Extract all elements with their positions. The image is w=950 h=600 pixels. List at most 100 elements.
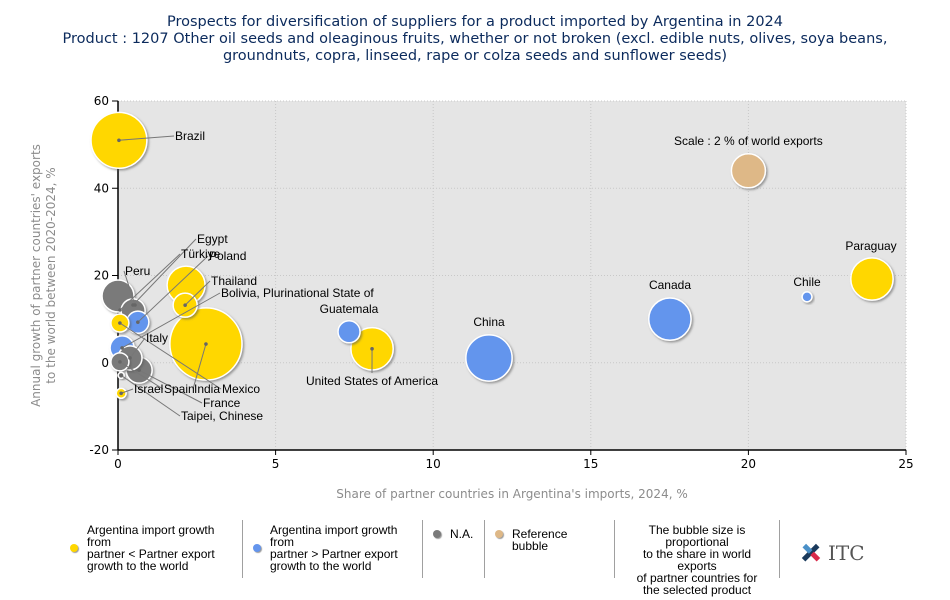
bubble-label-chile: Chile [793,275,821,289]
bubble-center-dot-france [137,368,141,372]
y-tick-label: -20 [89,443,109,457]
bubble-center-dot-taipei-chinese [119,373,123,378]
bubble-label-brazil: Brazil [175,129,205,143]
leader-line-brazil [118,135,175,141]
leader-line-peru [123,270,136,306]
bubble-label-mexico: Mexico [222,382,260,396]
bubble-paraguay [850,257,894,301]
gray-dot-icon [433,530,441,538]
leader-line-france [138,369,203,404]
leader-line-italy [129,337,146,359]
legend-text: N.A. [450,527,474,541]
y-axis-title-line-2: to the world between 2020-2024, % [44,167,58,383]
bubble-label-india: India [194,382,220,396]
y-tick-label: 60 [94,94,109,108]
bubble-label-italy: Italy [146,331,168,345]
bubble-canada [648,297,692,342]
x-tick-label: 5 [272,457,280,471]
bubble-center-dot-united-states-of-america [370,346,374,351]
itc-logo-text: ITC [828,541,865,565]
leader-line-spain [119,361,164,390]
blue-dot-icon [253,544,261,552]
bubble-center-dot-poland [136,320,140,324]
bubble-center-dot-thailand [183,303,187,307]
bubble-chile [801,291,813,303]
leader-line-mexico [119,322,222,390]
legend-text: Argentina import growth from [270,523,398,549]
bubble-label-guatemala: Guatemala [320,302,379,316]
itc-logo: ITC [780,520,865,582]
x-axis-title: Share of partner countries in Argentina'… [336,487,687,501]
legend-text: Reference bubble [512,527,568,553]
legend-text: partner < Partner export [87,547,215,561]
bubble-guatemala [337,320,361,344]
bubble-label-poland: Poland [209,249,246,263]
bubble-label-united-states-of-america: United States of America [306,374,438,388]
y-tick-label: 0 [101,356,109,370]
title-line-2: Product : 1207 Other oil seeds and oleag… [62,31,888,47]
leader-line-israel [120,388,134,394]
reference-bubble-label: Scale : 2 % of world exports [674,134,823,148]
bubble-label-france: France [203,396,241,410]
y-axis-title-line-1: Annual growth of partner countries' expo… [29,144,43,407]
bubble-center-dot-t-rkiye [118,308,122,312]
legend-text: growth to the world [87,559,189,573]
bubble-center-dot-brazil [117,138,121,143]
bubble-label-taipei-chinese: Taipei, Chinese [181,409,263,423]
leader-lines [117,135,374,417]
bubble-label-paraguay: Paraguay [845,239,896,253]
title-line-1: Prospects for diversification of supplie… [166,14,784,30]
bubble-china [465,334,513,382]
x-tick-label: 20 [741,457,756,471]
bubble-label-bolivia-plurinational-state-of: Bolivia, Plurinational State of [221,286,374,300]
bubble-center-dot-peru [133,303,137,307]
legend-text: Argentina import growth from [87,523,215,549]
reference-dot-icon [495,530,503,538]
note-text: the selected product [642,583,752,597]
leader-line-poland [137,255,209,323]
bubble-center-dot-mexico [118,321,122,325]
leader-line-egypt [132,238,197,306]
bubble-label-spain: Spain [164,382,195,396]
leader-line-t-rkiye [119,253,181,311]
y-tick-label: 40 [94,181,109,195]
legend-item-yellow: Argentina import growth from partner < P… [60,520,243,578]
bubble-label-egypt: Egypt [197,232,228,246]
leader-line-india [192,343,207,390]
bubble-labels: Scale : 2 % of world exportsBrazilEgyptT… [125,129,897,423]
bubble-label-t-rkiye: Türkiye [181,247,221,261]
bubble-center-dot-italy [128,356,132,360]
title-line-3: groundnuts, copra, linseed, rape or colz… [222,48,728,64]
bubble-center-dot-india [204,342,208,346]
reference-bubble [730,153,767,189]
x-tick-label: 15 [583,457,598,471]
legend-item-blue: Argentina import growth from partner > P… [243,520,423,578]
bubble-chart: 0 5 10 15 20 25 -20 0 20 40 60 Share of partner co… [29,94,914,501]
bubble-label-canada: Canada [649,278,691,292]
itc-logo-icon [801,543,821,562]
bubble-label-china: China [473,315,505,329]
leader-line-thailand [184,280,211,306]
bubble-label-thailand: Thailand [211,274,257,288]
leader-line-taipei-chinese [120,374,181,417]
note-text: of partner countries for [636,571,758,585]
leader-line-bolivia-plurinational-state-of [121,292,221,349]
legend-text: growth to the world [270,559,372,573]
legend-text: partner > Partner export [270,547,398,561]
chart-title: Prospects for diversification of supplie… [0,14,950,65]
legend-note: The bubble size is proportional to the s… [615,520,780,596]
y-tick-label: 20 [94,269,109,283]
legend-item-reference: Reference bubble [485,520,615,578]
bubble-center-dot-bolivia-plurinational-state-of [120,346,124,350]
x-tick-label: 0 [114,457,122,471]
note-text: The bubble size is proportional [648,523,746,549]
bubble-label-israel: Israel [134,382,163,396]
legend-item-na: N.A. [423,520,485,578]
bubble-center-dot-spain [118,360,122,364]
legend: Argentina import growth from partner < P… [60,520,865,596]
note-text: to the share in world exports [642,547,752,573]
x-tick-label: 10 [426,457,441,471]
bubble-center-dot-israel [119,391,123,396]
yellow-dot-icon [70,544,78,552]
x-tick-label: 25 [898,457,913,471]
